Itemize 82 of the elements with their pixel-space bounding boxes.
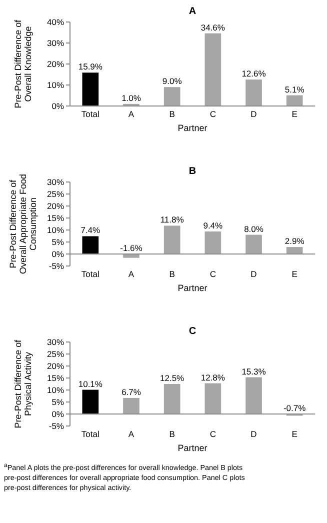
chart-title: A — [188, 6, 196, 17]
bar — [82, 390, 99, 414]
y-tick-label: 0% — [52, 408, 64, 419]
x-tick-label: C — [210, 109, 216, 119]
chart-title: B — [188, 166, 196, 177]
y-tick-label: 25% — [46, 188, 64, 199]
bar — [82, 236, 99, 254]
y-tick-label: 10% — [46, 224, 64, 235]
data-label: -1.6% — [120, 243, 143, 253]
y-tick-label: 0% — [52, 248, 64, 259]
bar — [286, 95, 303, 106]
data-label: 15.9% — [78, 62, 103, 72]
x-axis-title: Partner — [178, 283, 208, 293]
y-tick-label: 15% — [46, 372, 64, 383]
x-tick-label: E — [292, 109, 298, 119]
x-tick-label: D — [250, 429, 257, 439]
y-tick-label: 40% — [46, 16, 64, 27]
bar — [82, 72, 99, 106]
x-tick-label: B — [169, 109, 176, 119]
bar — [286, 247, 303, 254]
bar — [164, 87, 180, 106]
data-label: 6.7% — [122, 386, 142, 397]
y-tick-label: 10% — [46, 384, 64, 395]
y-tick-label: 30% — [46, 38, 64, 48]
chart-title: C — [188, 326, 196, 337]
data-label: 15.3% — [242, 366, 266, 376]
y-tick-label: 25% — [46, 348, 64, 359]
x-tick-label: A — [128, 269, 134, 279]
data-label: 7.4% — [80, 225, 101, 236]
y-axis-title: Pre-Post Difference of Physical Activity — [13, 339, 33, 428]
x-tick-label: D — [250, 109, 257, 119]
x-tick-label: A — [128, 109, 134, 119]
bar — [246, 234, 262, 254]
bar — [164, 226, 180, 254]
x-tick-label: E — [292, 269, 298, 279]
data-label: 5.1% — [284, 84, 305, 94]
data-label: 11.8% — [160, 214, 184, 225]
data-label: -0.7% — [283, 403, 306, 413]
bar — [204, 383, 222, 414]
data-label: 9.4% — [203, 220, 224, 230]
y-tick-label: -5% — [48, 260, 64, 271]
y-tick-label: 20% — [46, 200, 64, 211]
bar — [164, 384, 180, 414]
x-tick-label: B — [169, 269, 176, 279]
y-tick-label: 20% — [46, 360, 64, 371]
y-axis-title: Pre-Post Difference of Overall Appropriate Food Consumption — [8, 174, 38, 274]
x-axis-title: Partner — [178, 443, 208, 453]
bar — [123, 398, 140, 414]
data-label: 2.9% — [284, 236, 305, 246]
y-tick-label: 20% — [46, 58, 64, 69]
x-tick-label: Total — [81, 269, 100, 279]
x-tick-label: C — [210, 429, 216, 439]
x-tick-label: E — [292, 429, 298, 439]
bar — [204, 231, 222, 254]
data-label: 34.6% — [200, 22, 226, 32]
y-tick-label: 10% — [46, 80, 64, 90]
data-label: 12.8% — [200, 372, 226, 382]
y-axis-title: Pre-Post Difference of Overall Knowledge — [13, 19, 33, 108]
y-tick-label: 30% — [46, 336, 64, 347]
y-tick-label: 30% — [46, 176, 64, 187]
bar — [246, 80, 262, 106]
data-label: 10.1% — [78, 378, 103, 389]
data-label: 1.0% — [122, 92, 142, 103]
y-tick-label: 5% — [52, 396, 64, 407]
y-tick-label: 5% — [52, 236, 64, 247]
bar — [246, 377, 262, 414]
x-tick-label: Total — [81, 429, 100, 439]
bar — [123, 254, 140, 258]
data-label: 12.6% — [242, 68, 266, 79]
x-tick-label: A — [128, 429, 134, 439]
x-axis-title: Partner — [178, 123, 208, 133]
y-tick-label: -5% — [48, 420, 64, 431]
data-label: 8.0% — [244, 224, 264, 234]
x-tick-label: B — [169, 429, 176, 439]
data-label: 9.0% — [162, 76, 182, 86]
x-tick-label: C — [210, 269, 216, 279]
x-tick-label: Total — [81, 109, 100, 119]
x-tick-label: D — [250, 269, 257, 279]
data-label: 12.5% — [160, 373, 185, 383]
y-tick-label: 0% — [52, 100, 64, 111]
bar — [204, 33, 222, 106]
y-tick-label: 15% — [46, 212, 64, 223]
